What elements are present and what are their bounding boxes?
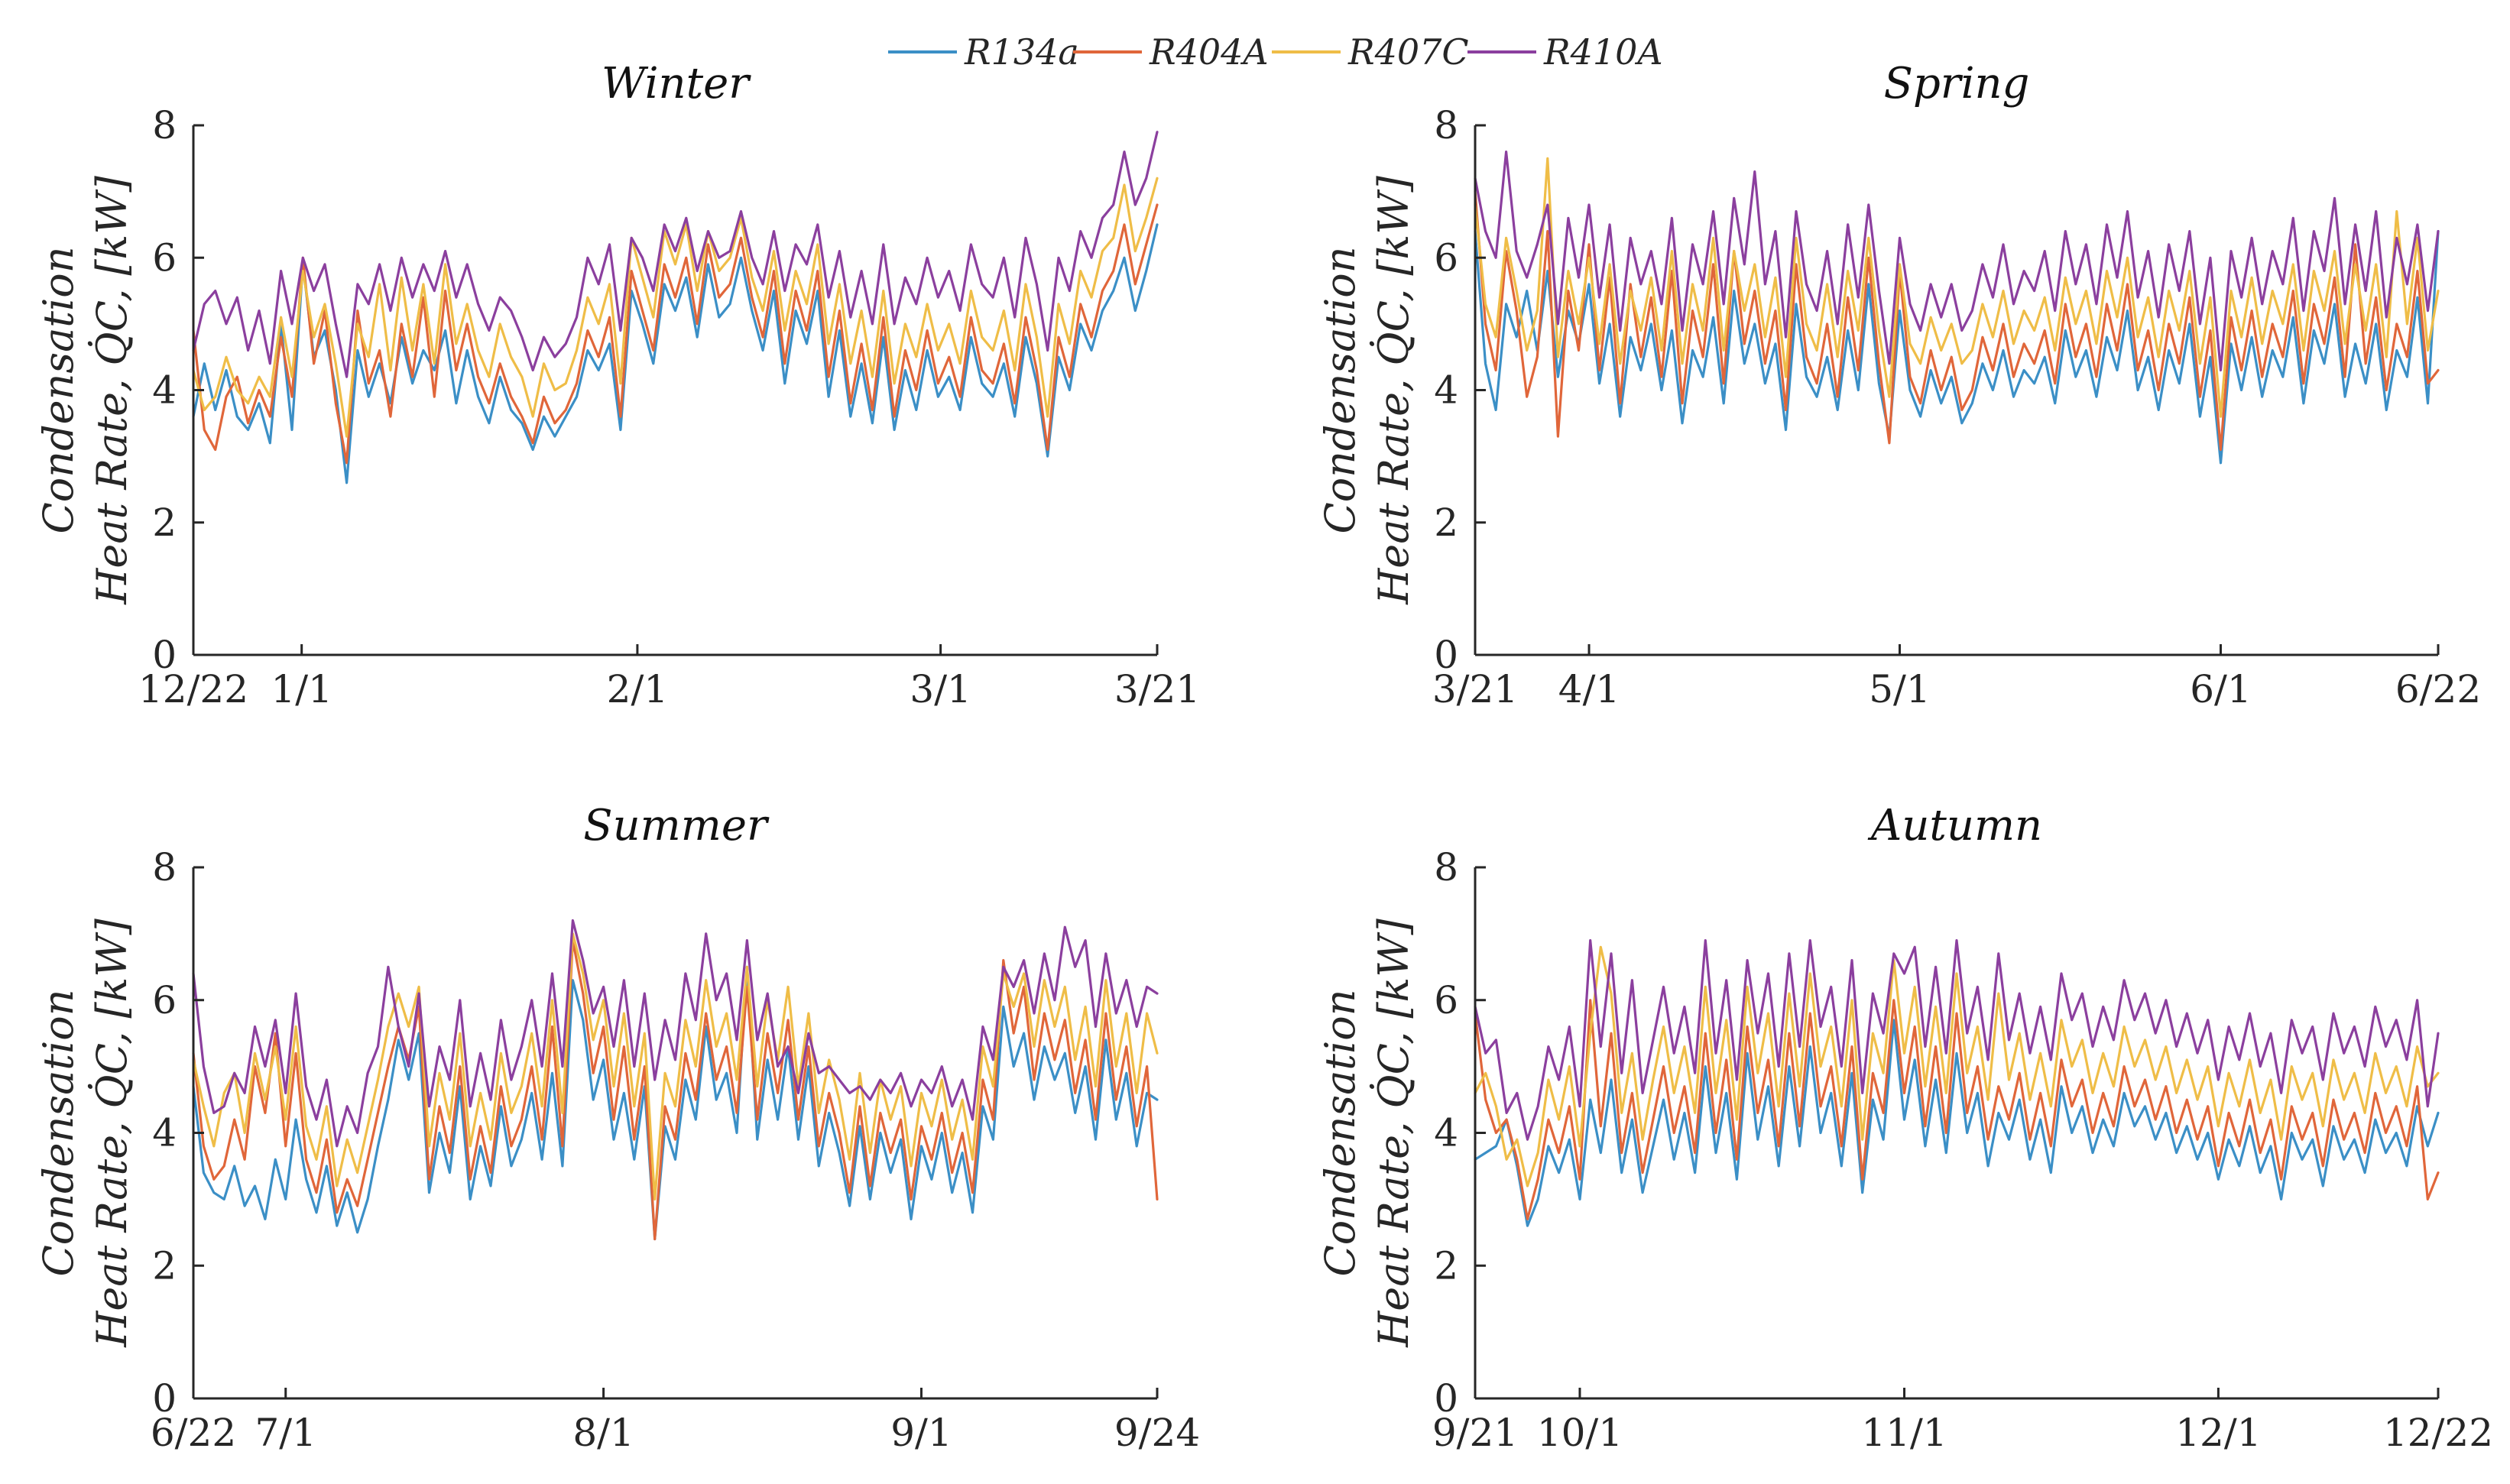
- y-tick-label-spring: 8: [1434, 103, 1458, 147]
- series-line-winter-r410a: [192, 131, 1159, 378]
- series-line-summer-r410a: [192, 919, 1159, 1148]
- panel-summer: Summer 0 2 4 6 8 6/22 7/1 8/1 9/1 9/24 Condensation…: [34, 801, 1200, 1455]
- series-line-summer-r134a: [192, 965, 1159, 1241]
- series-line-spring-r404a: [1474, 190, 2440, 452]
- y-tick-label-winter: 2: [152, 501, 177, 545]
- x-tick-label-summer: 9/24: [1114, 1411, 1200, 1455]
- panel-title-winter: Winter: [602, 59, 751, 109]
- panel-title-autumn: Autumn: [1867, 801, 2042, 851]
- x-tick-label-autumn: 11/1: [1861, 1411, 1947, 1455]
- x-tick-label-autumn: 12/1: [2175, 1411, 2261, 1455]
- y-axis-label-line1-winter: Condensation: [34, 246, 83, 533]
- x-tick-label-summer: 7/1: [255, 1411, 316, 1455]
- y-tick-label-winter: 8: [152, 103, 177, 147]
- y-axis-label-line2-autumn: Heat Rate, Q̇C, [kW]: [1369, 918, 1418, 1347]
- y-tick-label-winter: 6: [152, 235, 177, 280]
- y-axis-label-line2-winter: Heat Rate, Q̇C, [kW]: [87, 175, 136, 604]
- y-tick-label-winter: 0: [152, 633, 177, 677]
- x-tick-label-spring: 5/1: [1869, 667, 1930, 711]
- series-line-autumn-r407c: [1474, 945, 2440, 1188]
- x-tick-label-spring: 6/22: [2395, 667, 2481, 711]
- y-axis-label-line1-spring: Condensation: [1316, 246, 1364, 533]
- panels: Winter 0 2 4 6 8 12/22 1/1 2/1 3/1 3/21 Condensatio…: [34, 59, 2493, 1455]
- y-tick-label-summer: 6: [152, 978, 177, 1022]
- y-tick-label-spring: 6: [1434, 235, 1458, 280]
- panel-spring: Spring 0 2 4 6 8 3/21 4/1 5/1 6/1 6/22 Condensation…: [1316, 59, 2481, 711]
- x-tick-label-spring: 4/1: [1558, 667, 1620, 711]
- legend-label-r410a: R410A: [1543, 31, 1663, 73]
- panel-autumn: Autumn 0 2 4 6 8 9/21 10/1 11/1 12/1 12/22 Condensa…: [1316, 801, 2493, 1455]
- series-line-spring-r410a: [1474, 151, 2440, 372]
- y-tick-label-spring: 2: [1434, 501, 1458, 545]
- panel-winter: Winter 0 2 4 6 8 12/22 1/1 2/1 3/1 3/21 Condensatio…: [34, 59, 1200, 711]
- panel-title-summer: Summer: [583, 801, 770, 851]
- y-tick-label-autumn: 6: [1434, 978, 1458, 1022]
- panel-title-spring: Spring: [1884, 59, 2030, 109]
- x-tick-label-winter: 2/1: [607, 667, 668, 711]
- x-tick-label-winter: 3/1: [910, 667, 971, 711]
- legend: R134a R404A R407C R410A: [888, 31, 1663, 73]
- series-line-autumn-r404a: [1474, 999, 2440, 1221]
- y-axis-label-line1-summer: Condensation: [34, 989, 83, 1276]
- y-axis-label-line2-summer: Heat Rate, Q̇C, [kW]: [87, 918, 136, 1347]
- y-tick-label-summer: 0: [152, 1376, 177, 1421]
- x-tick-label-summer: 8/1: [572, 1411, 634, 1455]
- legend-label-r407c: R407C: [1347, 31, 1469, 73]
- y-tick-label-autumn: 4: [1434, 1111, 1458, 1155]
- y-axis-label-line1-autumn: Condensation: [1316, 989, 1364, 1276]
- series-line-autumn-r134a: [1474, 1019, 2440, 1227]
- series-line-winter-r134a: [192, 223, 1159, 484]
- x-tick-label-spring: 3/21: [1432, 667, 1518, 711]
- x-tick-label-winter: 12/22: [138, 667, 248, 711]
- x-tick-label-winter: 3/21: [1114, 667, 1200, 711]
- series-line-autumn-r410a: [1474, 938, 2440, 1141]
- series-line-summer-r404a: [192, 938, 1159, 1241]
- x-tick-label-autumn: 10/1: [1537, 1411, 1623, 1455]
- y-tick-label-autumn: 8: [1434, 845, 1458, 889]
- y-tick-label-summer: 8: [152, 845, 177, 889]
- y-tick-label-spring: 4: [1434, 368, 1458, 413]
- y-tick-label-spring: 0: [1434, 633, 1458, 677]
- series-line-summer-r407c: [192, 932, 1159, 1201]
- y-tick-label-autumn: 2: [1434, 1243, 1458, 1288]
- x-tick-label-summer: 6/22: [151, 1411, 236, 1455]
- legend-label-r404a: R404A: [1149, 31, 1269, 73]
- x-tick-label-autumn: 9/21: [1432, 1411, 1518, 1455]
- series-line-spring-r407c: [1474, 157, 2440, 418]
- y-axis-label-line2-spring: Heat Rate, Q̇C, [kW]: [1369, 175, 1418, 604]
- y-tick-label-winter: 4: [152, 368, 177, 413]
- series-line-spring-r134a: [1474, 230, 2440, 465]
- x-tick-label-autumn: 12/22: [2383, 1411, 2493, 1455]
- x-tick-label-spring: 6/1: [2190, 667, 2251, 711]
- x-tick-label-summer: 9/1: [890, 1411, 952, 1455]
- y-tick-label-autumn: 0: [1434, 1376, 1458, 1421]
- legend-label-r134a: R134a: [964, 31, 1079, 73]
- x-tick-label-winter: 1/1: [271, 667, 332, 711]
- y-tick-label-summer: 2: [152, 1243, 177, 1288]
- series-line-winter-r407c: [192, 177, 1159, 438]
- y-tick-label-summer: 4: [152, 1111, 177, 1155]
